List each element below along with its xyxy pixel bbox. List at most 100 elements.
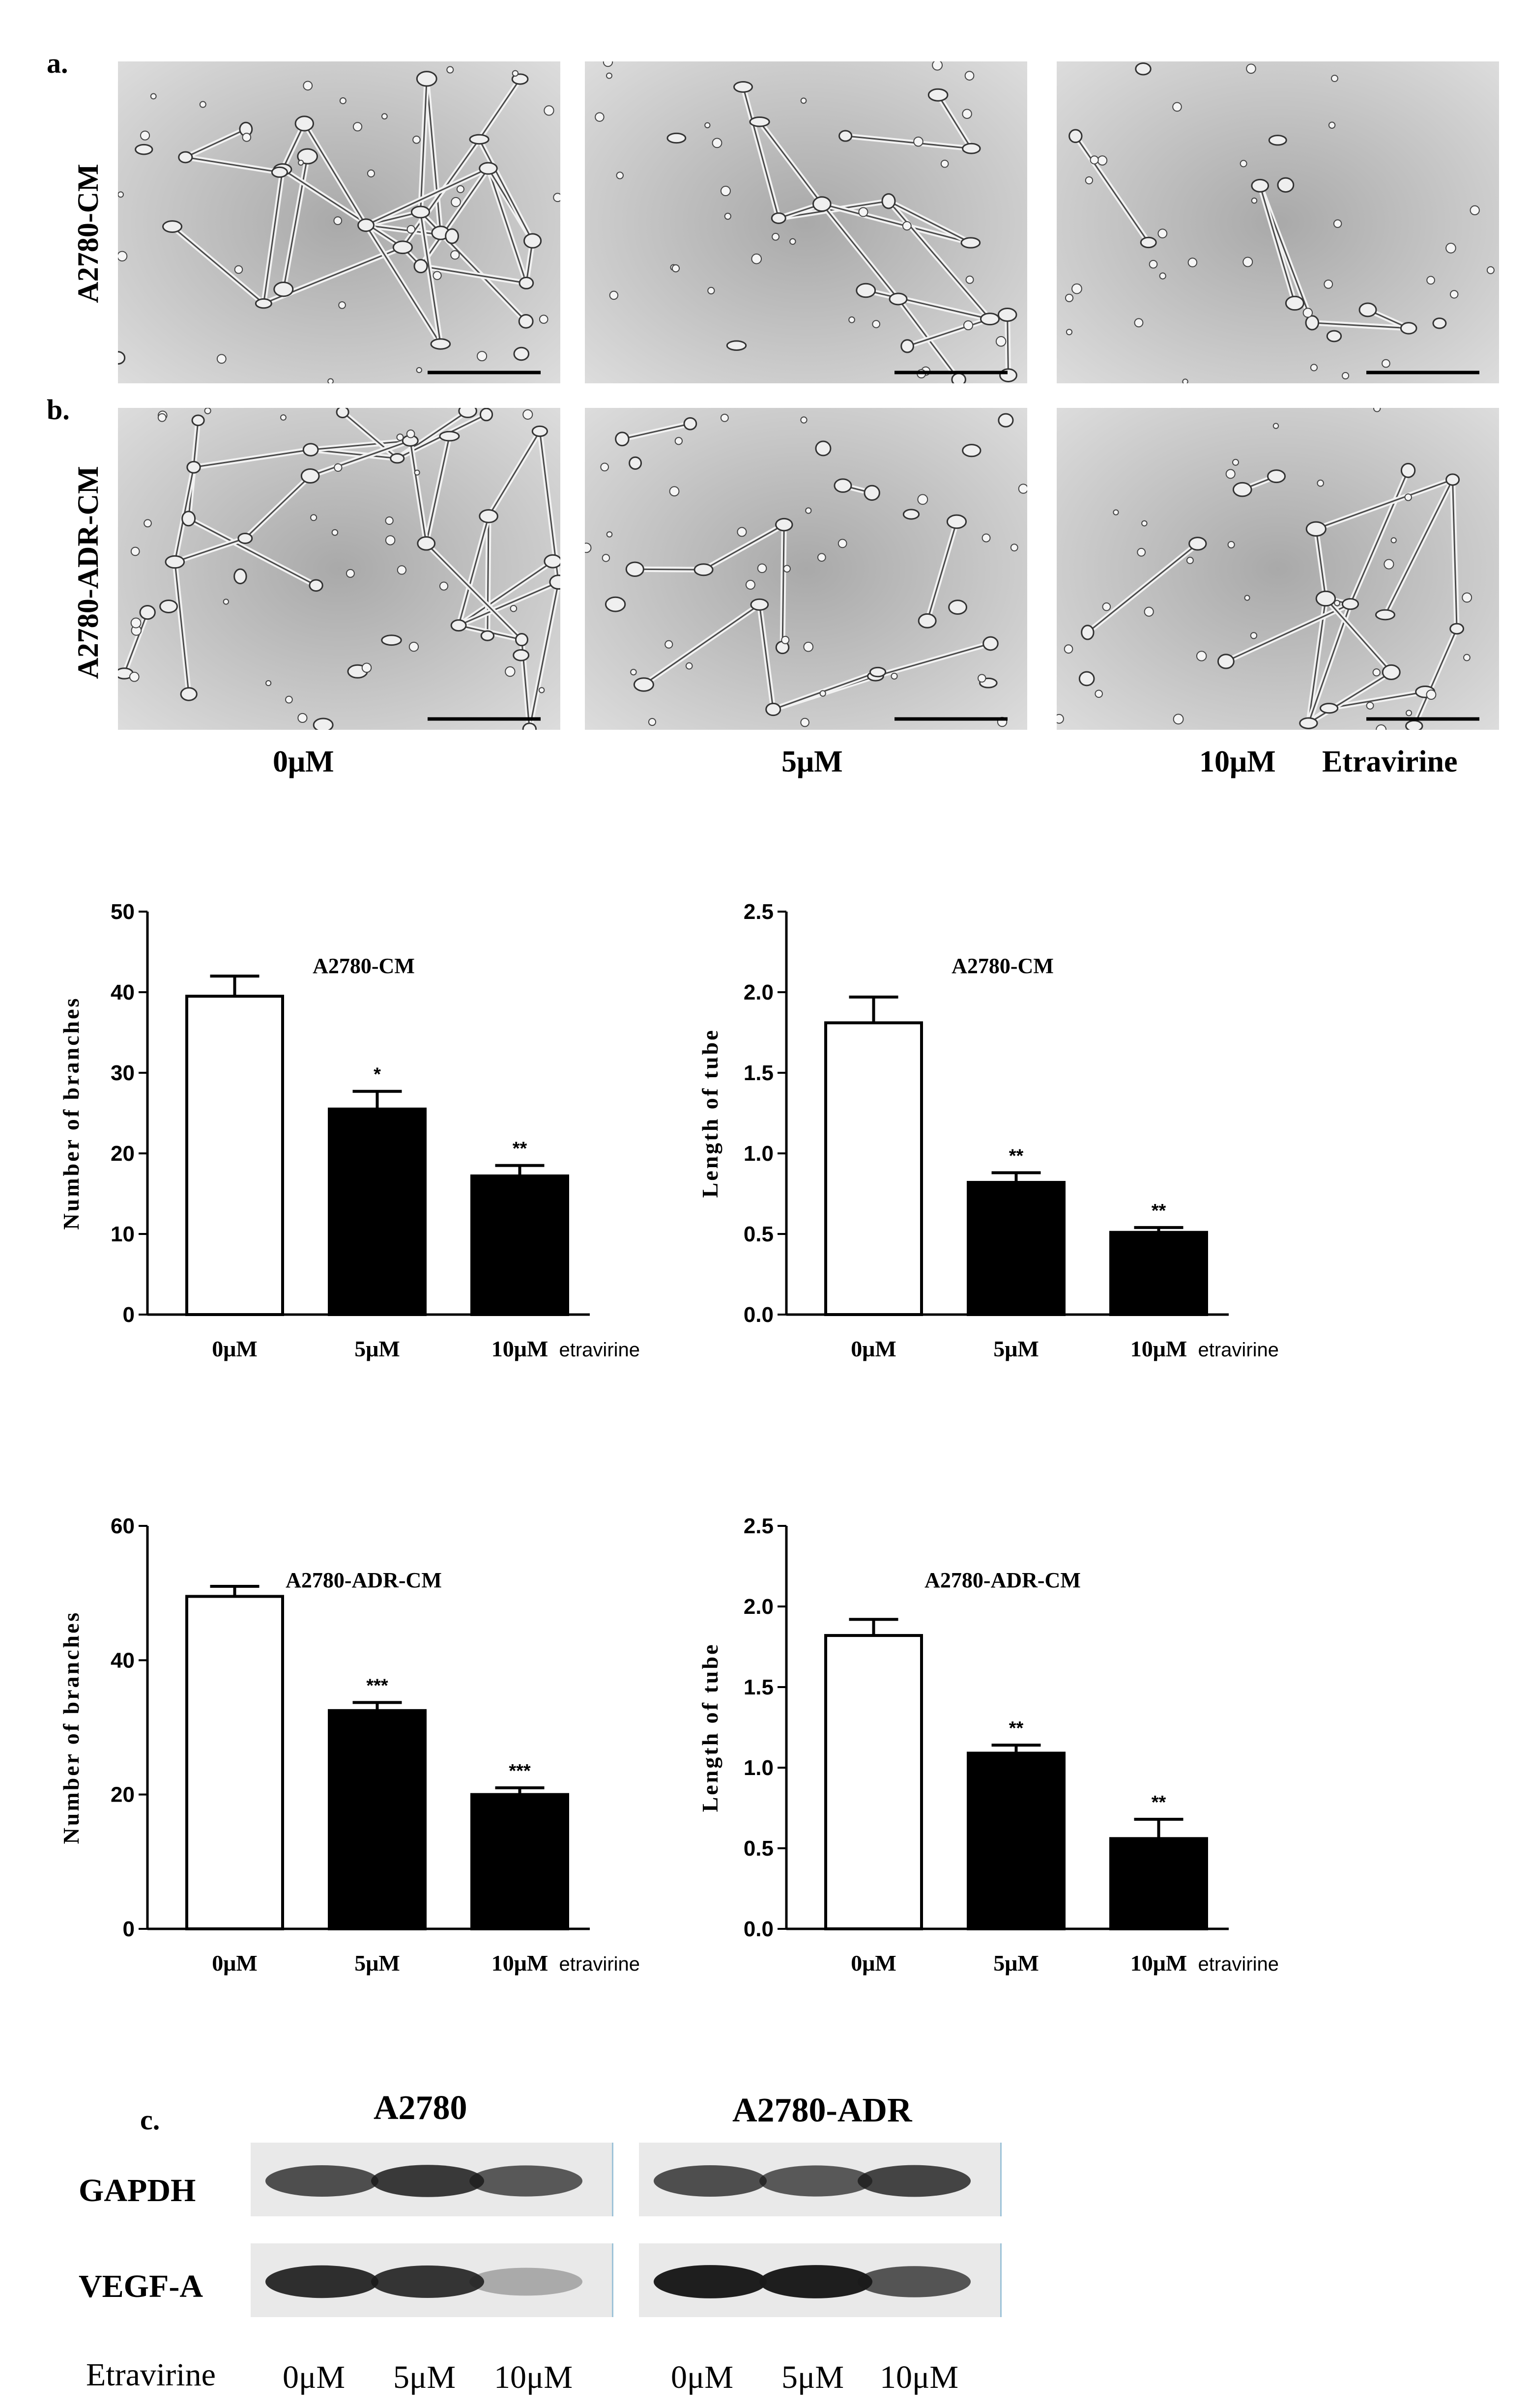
bar: [185, 995, 284, 1316]
x-tick-label: 5μM: [993, 1950, 1039, 1976]
x-suffix-label: etravirine: [1198, 1339, 1279, 1361]
blot-lane-adr-5: 5μM: [781, 2359, 844, 2395]
micrograph-image: [1057, 61, 1499, 383]
micrograph-conc-10: 10μM: [1199, 745, 1276, 778]
panel-a-letter: a.: [47, 47, 68, 79]
x-suffix-label: etravirine: [559, 1339, 640, 1361]
micrograph-conc-0: 0μM: [273, 745, 334, 778]
x-tick-label: 0μM: [851, 1950, 896, 1976]
bar-chart-branches-a2780-adr: 0 20 40 60 Number of branches A2780-ADR-CM 0μM…: [58, 1514, 640, 1976]
y-tick-label: 0: [123, 1917, 135, 1941]
bar-chart-tube-a2780: 0.0 0.5 1.0 1.5 2.0 2.5 Length of tube A2780-CM…: [697, 900, 1279, 1361]
y-tick-label: 2.0: [744, 1595, 774, 1619]
y-tick-label: 60: [111, 1514, 135, 1538]
x-tick-label: 0μM: [212, 1950, 258, 1976]
blot-membrane-a2780-vegfa: [251, 2243, 613, 2317]
y-tick-label: 1.5: [744, 1061, 774, 1085]
x-tick-label: 10μM: [491, 1336, 548, 1361]
y-tick-label: 0.0: [744, 1303, 774, 1327]
micrograph-image: [118, 408, 560, 730]
y-tick-label: 0.0: [744, 1917, 774, 1941]
blot-lane-a2780-0: 0μM: [283, 2359, 346, 2395]
y-tick-label: 50: [111, 900, 135, 924]
bar: [328, 1107, 427, 1316]
bar: [328, 1709, 427, 1930]
micrograph-image: [1057, 408, 1499, 730]
x-tick-label: 5μM: [993, 1336, 1039, 1361]
blot-band: [759, 2165, 872, 2197]
significance-marker: **: [513, 1139, 527, 1159]
y-axis-label: Number of branches: [58, 997, 84, 1230]
y-tick-label: 1.0: [744, 1142, 774, 1166]
x-tick-label: 10μM: [491, 1950, 548, 1976]
x-tick-label: 5μM: [354, 1336, 400, 1361]
x-tick-label: 0μM: [212, 1336, 258, 1361]
blot-band: [265, 2165, 378, 2197]
blot-band: [469, 2165, 582, 2197]
y-tick-label: 20: [111, 1783, 135, 1807]
y-tick-label: 1.5: [744, 1675, 774, 1699]
blot-lane-row-label: Etravirine: [86, 2357, 216, 2393]
significance-marker: **: [1009, 1718, 1024, 1739]
x-tick-label: 10μM: [1130, 1950, 1187, 1976]
blot-band: [469, 2267, 582, 2296]
panel-b-letter: b.: [47, 394, 70, 426]
micrograph-image: [118, 61, 560, 383]
blot-band: [654, 2265, 767, 2298]
chart-title: A2780-ADR-CM: [286, 1568, 442, 1592]
blot-membrane-a2780-adr-vegfa: [639, 2243, 1002, 2317]
bar-chart-branches-a2780: 0 10 20 30 40 50 Number of branches A2780-CM 0μM…: [58, 900, 640, 1361]
blot-row-vegfa: VEGF-A: [79, 2268, 203, 2304]
panel-c-letter: c.: [140, 2104, 160, 2136]
significance-marker: ***: [366, 1675, 388, 1696]
y-tick-label: 20: [111, 1142, 135, 1166]
y-axis-label: Number of branches: [58, 1611, 84, 1844]
x-tick-label: 5μM: [354, 1950, 400, 1976]
x-tick-label: 0μM: [851, 1336, 896, 1361]
y-tick-label: 30: [111, 1061, 135, 1085]
significance-marker: *: [374, 1064, 381, 1085]
blot-band: [371, 2265, 484, 2298]
significance-marker: **: [1152, 1201, 1166, 1221]
chart-title: A2780-CM: [952, 954, 1054, 978]
x-suffix-label: etravirine: [1198, 1953, 1279, 1975]
bar: [470, 1174, 569, 1316]
micrograph-conc-5: 5μM: [781, 745, 843, 778]
y-tick-label: 2.5: [744, 900, 774, 924]
y-tick-label: 2.5: [744, 1514, 774, 1538]
y-tick-label: 1.0: [744, 1756, 774, 1780]
y-tick-label: 2.0: [744, 980, 774, 1004]
blot-membrane-a2780-adr-gapdh: [639, 2143, 1002, 2216]
blot-band: [654, 2165, 767, 2197]
micrograph-image: [585, 61, 1027, 383]
micrograph-drug-label: Etravirine: [1322, 745, 1458, 778]
x-tick-label: 10μM: [1130, 1336, 1187, 1361]
significance-marker: **: [1009, 1146, 1024, 1166]
blot-band: [759, 2265, 872, 2298]
row-label-a2780-adr-cm: A2780-ADR-CM: [72, 466, 104, 679]
bar: [967, 1181, 1066, 1316]
blot-band: [265, 2265, 378, 2298]
blot-lane-adr-10: 10μM: [880, 2359, 959, 2395]
chart-title: A2780-ADR-CM: [924, 1568, 1081, 1592]
bar: [1109, 1231, 1208, 1316]
blot-group-a2780-adr: A2780-ADR: [732, 2092, 912, 2129]
y-tick-label: 10: [111, 1222, 135, 1246]
y-tick-label: 0.5: [744, 1836, 774, 1861]
significance-marker: **: [1152, 1792, 1166, 1813]
bar: [1109, 1837, 1208, 1930]
y-tick-label: 0.5: [744, 1222, 774, 1246]
significance-marker: ***: [509, 1761, 531, 1781]
bar: [470, 1793, 569, 1931]
y-axis-label: Length of tube: [697, 1029, 722, 1198]
bar: [824, 1634, 923, 1931]
blot-group-a2780: A2780: [374, 2089, 467, 2127]
blot-band: [371, 2165, 484, 2197]
y-tick-label: 0: [123, 1303, 135, 1327]
bar: [185, 1595, 284, 1930]
y-tick-label: 40: [111, 1648, 135, 1672]
blot-lane-a2780-10: 10μM: [494, 2359, 573, 2395]
blot-row-gapdh: GAPDH: [79, 2173, 196, 2208]
bar: [824, 1021, 923, 1316]
bar: [967, 1751, 1066, 1930]
